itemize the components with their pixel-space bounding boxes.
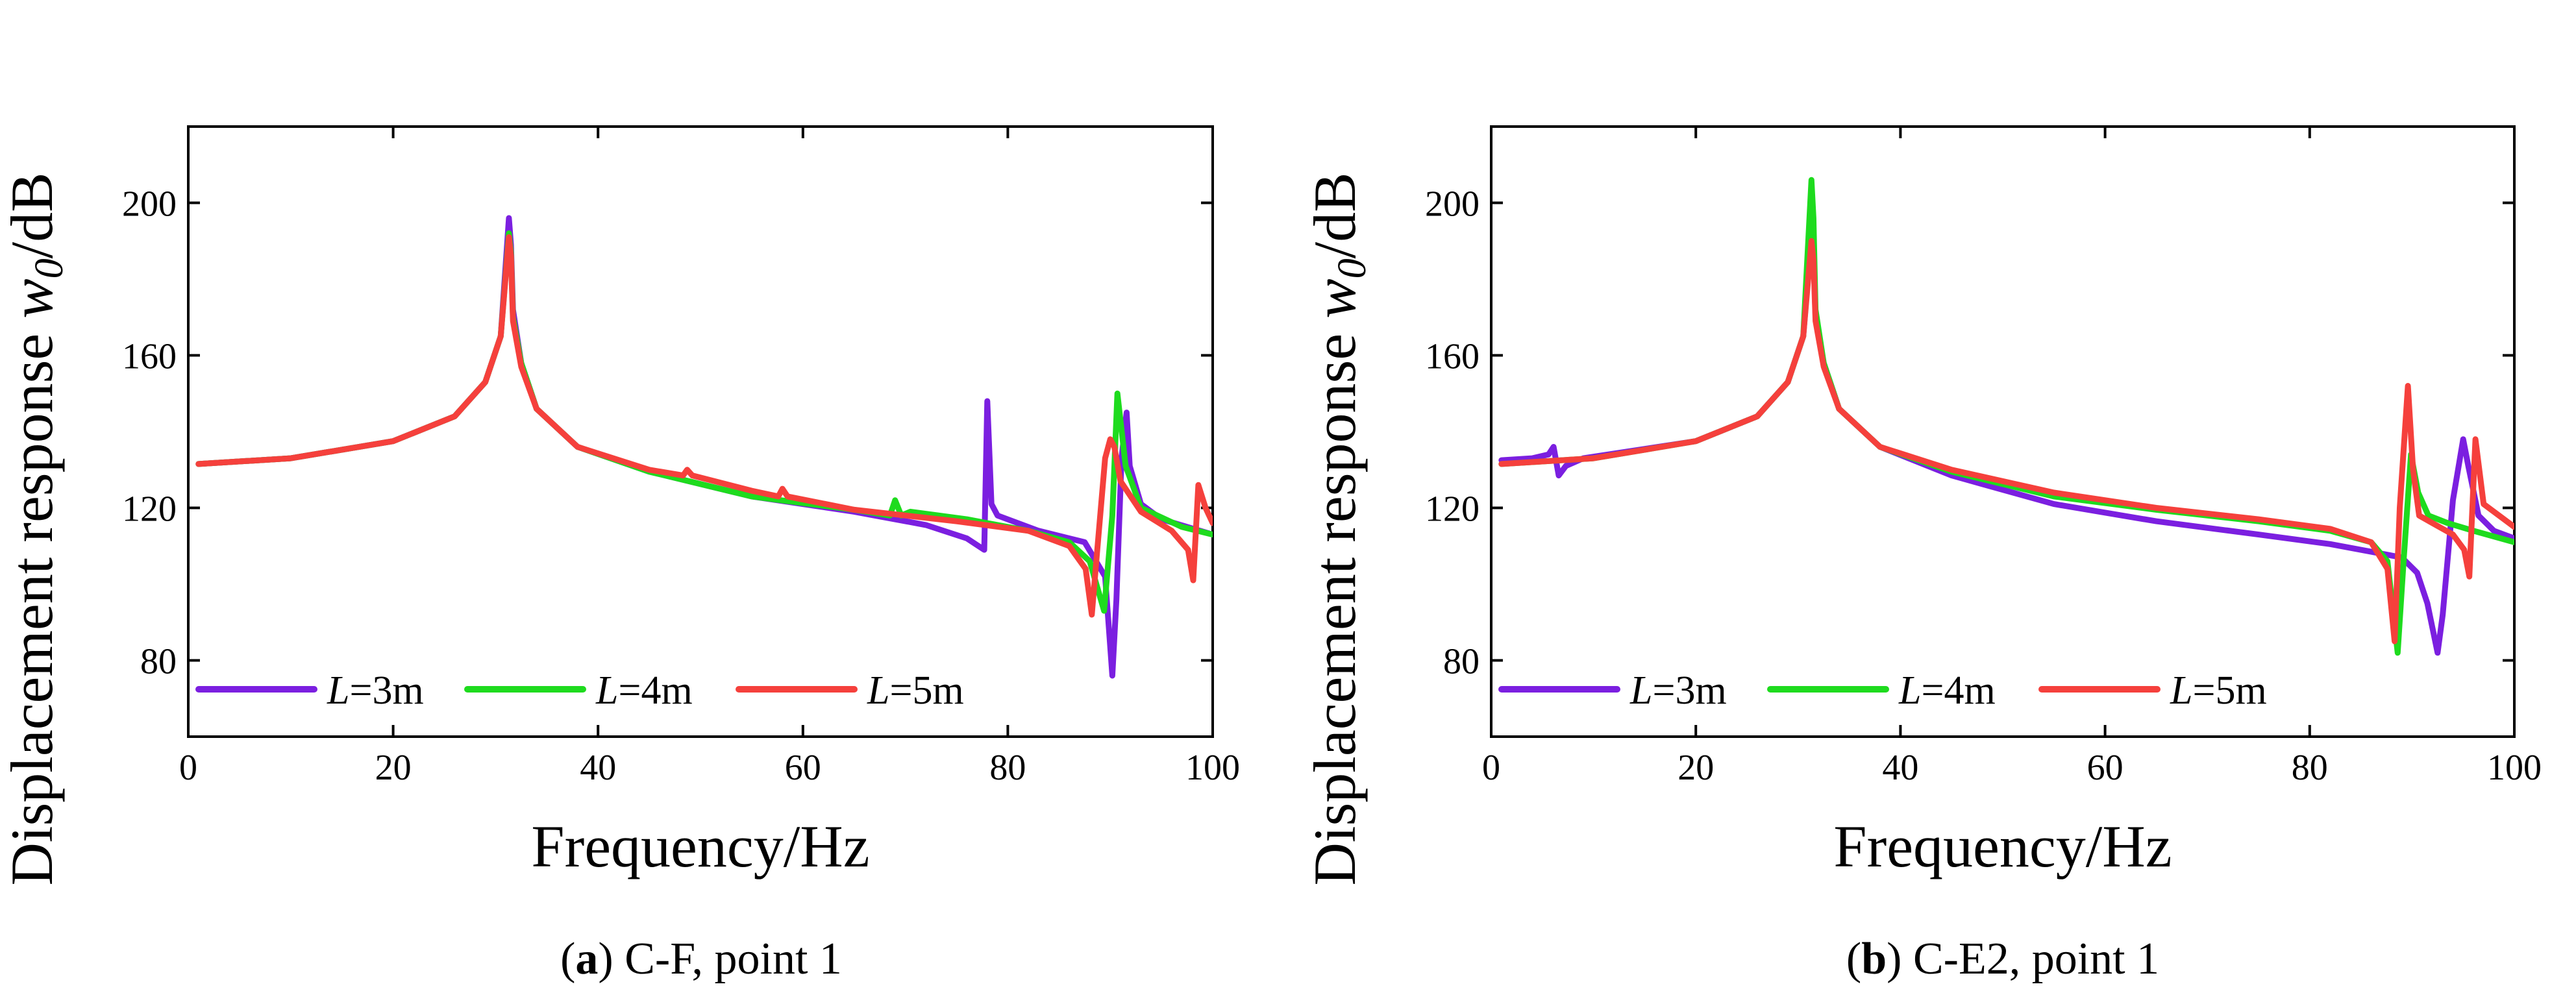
y-tick-label: 120 [122, 489, 177, 530]
legend-entry: L=4m [595, 669, 693, 713]
x-tick-label: 0 [1482, 748, 1500, 788]
legend-entry: L=5m [2170, 669, 2267, 713]
legend-var: L [867, 669, 889, 713]
y-axis-title: Displacement response w0/dB [1302, 172, 1374, 885]
legend-entry: L=3m [327, 669, 424, 713]
series-line-3m [1498, 230, 2514, 656]
x-tick-label: 40 [1882, 748, 1918, 788]
legend-var: L [1629, 669, 1652, 713]
panel-caption: (a) C-F, point 1 [560, 934, 842, 984]
x-axis-title: Frequency/Hz [1833, 813, 2172, 879]
y-tick-label: 200 [122, 184, 177, 225]
legend-name: =5m [889, 669, 963, 713]
y-tick-label: 120 [1425, 489, 1480, 530]
legend-var: L [595, 669, 618, 713]
panel-caption: (b) C-E2, point 1 [1846, 934, 2159, 984]
legend-entry: L=5m [867, 669, 964, 713]
x-tick-label: 60 [2087, 748, 2124, 788]
legend-var: L [327, 669, 349, 713]
x-tick-label: 80 [2292, 748, 2328, 788]
x-tick-label: 40 [580, 748, 616, 788]
x-tick-label: 0 [179, 748, 197, 788]
series-line-5m [195, 234, 1213, 618]
x-tick-label: 20 [1678, 748, 1714, 788]
y-tick-label: 200 [1425, 184, 1480, 225]
series-line-5m [1498, 238, 2514, 644]
legend-name: =3m [1652, 669, 1726, 713]
legend-entry: L=4m [1898, 669, 1996, 713]
x-tick-label: 20 [375, 748, 412, 788]
x-axis-title: Frequency/Hz [531, 813, 869, 879]
plot-frame [187, 125, 1214, 738]
legend-entry: L=3m [1629, 669, 1727, 713]
x-tick-label: 60 [785, 748, 821, 788]
y-tick-label: 80 [140, 642, 177, 682]
plot-frame [1490, 125, 2516, 738]
series-line-4m [1498, 177, 2514, 656]
legend-name: =3m [349, 669, 423, 713]
legend-name: =4m [618, 669, 692, 713]
x-tick-label: 100 [1185, 748, 1240, 788]
y-tick-label: 160 [1425, 337, 1480, 377]
legend-name: =5m [2192, 669, 2266, 713]
legend-var: L [2170, 669, 2192, 713]
y-tick-label: 160 [122, 337, 177, 377]
y-axis-title: Displacement response w0/dB [0, 172, 71, 885]
legend-var: L [1898, 669, 1921, 713]
x-tick-label: 100 [2487, 748, 2542, 788]
y-tick-label: 80 [1443, 642, 1480, 682]
x-tick-label: 80 [989, 748, 1026, 788]
series-line-4m [195, 230, 1213, 614]
legend-name: =4m [1921, 669, 1995, 713]
